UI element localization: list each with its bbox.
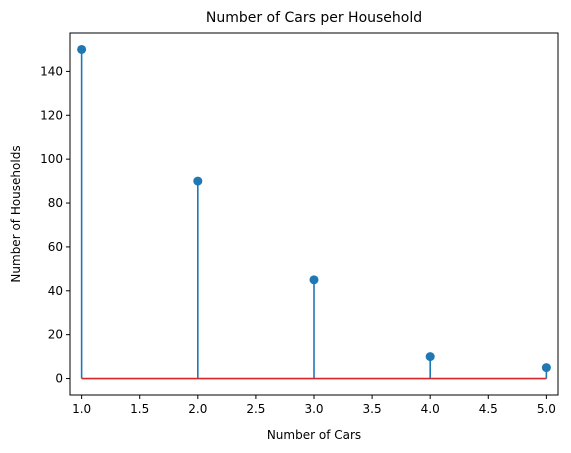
x-tick-label: 4.0 — [421, 402, 440, 416]
x-axis-label: Number of Cars — [267, 428, 361, 442]
y-tick-label: 40 — [48, 284, 63, 298]
x-tick-label: 3.0 — [304, 402, 323, 416]
y-axis-label: Number of Households — [9, 145, 23, 282]
axes-frame — [69, 32, 559, 396]
y-tick-label: 0 — [55, 372, 63, 386]
y-tick-label: 140 — [40, 64, 63, 78]
stem-marker — [77, 44, 87, 54]
x-tick-label: 2.5 — [246, 402, 265, 416]
y-tick-label: 120 — [40, 108, 63, 122]
x-axis: 1.0 1.5 2.0 2.5 3.0 3.5 4.0 4.5 5.0 — [72, 395, 556, 416]
y-tick-label: 80 — [48, 196, 63, 210]
x-tick-label: 5.0 — [537, 402, 556, 416]
y-axis: 0 20 40 60 80 100 120 140 — [40, 64, 70, 386]
y-tick-label: 60 — [48, 240, 63, 254]
stem-marker — [541, 363, 551, 373]
x-tick-label: 4.5 — [479, 402, 498, 416]
chart-title: Number of Cars per Household — [206, 10, 422, 26]
y-tick-label: 20 — [48, 328, 63, 342]
stem-marker — [425, 352, 435, 362]
x-tick-label: 2.0 — [188, 402, 207, 416]
x-tick-label: 1.5 — [130, 402, 149, 416]
x-tick-label: 3.5 — [363, 402, 382, 416]
x-tick-label: 1.0 — [72, 402, 91, 416]
y-tick-label: 100 — [40, 152, 63, 166]
stem-marker — [193, 176, 203, 186]
stems — [77, 44, 551, 380]
stem-marker — [309, 275, 319, 285]
